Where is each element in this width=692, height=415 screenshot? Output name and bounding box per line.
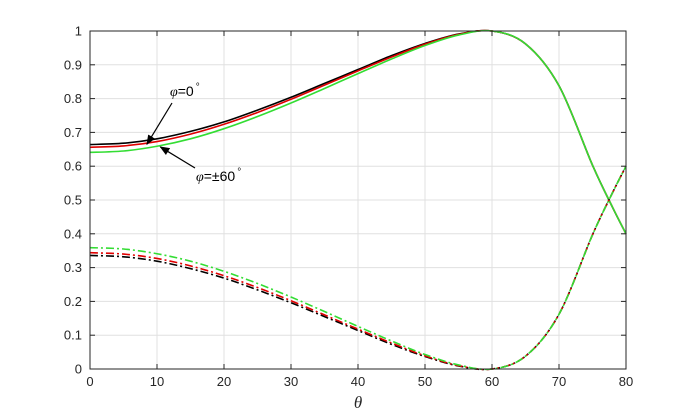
y-tick-label-1: 0.1 [64,328,82,343]
y-tick-label-2: 0.2 [64,294,82,309]
annotation-arrow-0 [146,102,173,146]
series-line-2-solid [89,29,627,235]
axes [89,30,627,370]
annotation-arrow-1 [159,146,196,169]
y-tick-label-6: 0.6 [64,159,82,174]
x-tick-label-7: 70 [552,374,566,389]
y-tick-label-8: 0.8 [64,91,82,106]
y-tick-label-7: 0.7 [64,125,82,140]
x-tick-label-3: 30 [284,374,298,389]
y-tick-label-3: 0.3 [64,260,82,275]
y-tick-label-10: 1 [75,24,82,39]
y-tick-label-4: 0.4 [64,226,82,241]
series-lines [89,29,627,371]
grid-lines [89,30,627,370]
series-line-5-dashdot [89,165,627,371]
x-tick-label-8: 80 [619,374,633,389]
tick-labels: 0 10 20 30 40 50 60 70 80 0 0.1 0.2 0.3 0.4 0.5 0.6 0.7 0… [64,24,633,390]
y-tick-label-9: 0.9 [64,57,82,72]
annotations: φ=0 ° φ=±60 ° [146,82,241,185]
y-tick-label-5: 0.5 [64,193,82,208]
x-axis-label: θ [354,393,362,412]
x-tick-label-6: 60 [485,374,499,389]
x-tick-label-2: 20 [217,374,231,389]
x-tick-label-1: 10 [150,374,164,389]
x-tick-label-5: 50 [418,374,432,389]
x-tick-label-4: 40 [351,374,365,389]
x-tick-label-0: 0 [86,374,93,389]
annotation-label-1: φ=±60 ° [196,167,241,185]
annotation-label-0: φ=0 ° [170,82,200,100]
y-tick-label-0: 0 [75,362,82,377]
